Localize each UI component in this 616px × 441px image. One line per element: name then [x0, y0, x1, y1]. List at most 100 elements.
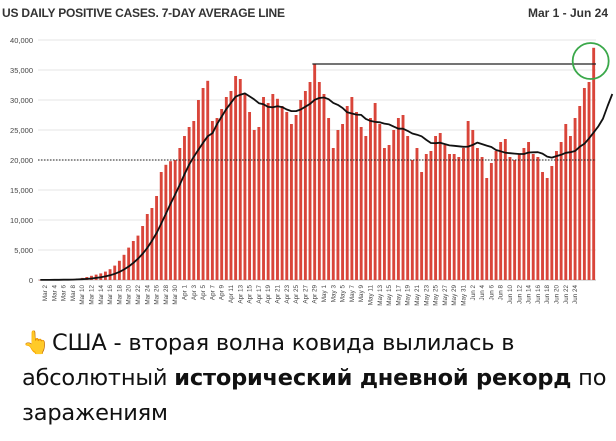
bar — [424, 154, 428, 280]
bar — [401, 115, 405, 280]
x-tick-label: Mar 18 — [116, 285, 123, 305]
y-tick-label: 0 — [29, 276, 33, 285]
x-tick-label: Apr 5 — [200, 285, 207, 301]
x-tick-label: May 11 — [368, 285, 375, 306]
x-tick-label: Jun 10 — [507, 285, 514, 304]
average-line — [40, 92, 614, 281]
x-tick-label: May 3 — [330, 285, 337, 303]
bar — [308, 82, 312, 280]
bar — [220, 109, 224, 280]
y-tick-label: 30,000 — [10, 96, 33, 105]
bar — [508, 157, 512, 280]
x-tick-label: Apr 17 — [256, 285, 263, 304]
x-tick-label: Mar 24 — [144, 285, 151, 305]
bar — [434, 136, 438, 280]
bar — [150, 208, 154, 280]
x-tick-label: May 7 — [349, 285, 356, 303]
x-tick-label: Mar 28 — [163, 285, 170, 305]
x-tick-label: Mar 2 — [42, 285, 49, 302]
x-tick-label: May 29 — [451, 285, 458, 306]
x-tick-label: Mar 12 — [89, 285, 96, 305]
x-tick-label: May 21 — [414, 285, 421, 306]
bar — [517, 154, 521, 280]
bar — [369, 118, 372, 280]
bar — [122, 254, 126, 280]
bar — [578, 106, 582, 280]
bar — [499, 142, 503, 280]
y-tick-label: 5,000 — [14, 246, 33, 255]
bar-chart: 0 5,000 10,000 15,000 20,000 25,000 30,000 35,0… — [10, 36, 614, 306]
bar — [410, 160, 414, 280]
bar — [345, 106, 349, 280]
bar — [224, 97, 228, 280]
bar — [322, 94, 326, 280]
bar — [513, 160, 517, 280]
chart-title: US DAILY POSITIVE CASES. 7-DAY AVERAGE L… — [2, 6, 285, 20]
bar — [592, 47, 596, 280]
bar — [396, 118, 400, 280]
x-tick-label: May 9 — [358, 285, 365, 303]
bar — [536, 157, 540, 280]
bar — [457, 157, 461, 280]
bar — [243, 94, 247, 280]
bar — [299, 100, 303, 280]
x-tick-label: Jun 4 — [479, 285, 486, 301]
x-tick-label: Mar 16 — [107, 285, 114, 305]
bar — [178, 148, 182, 280]
bar — [541, 172, 544, 280]
x-tick-label: Mar 22 — [135, 285, 142, 305]
bar — [113, 265, 117, 280]
x-tick-label: Mar 30 — [172, 285, 179, 305]
x-tick-label: Apr 25 — [293, 285, 300, 304]
bar — [438, 133, 442, 280]
bar — [485, 178, 489, 280]
bar — [252, 130, 256, 280]
highlight-circle — [571, 42, 610, 80]
bar — [210, 121, 214, 280]
x-tick-label: May 31 — [461, 285, 468, 306]
y-tick-label: 40,000 — [10, 36, 33, 45]
bar — [373, 103, 377, 280]
bar — [201, 88, 205, 280]
x-tick-label: Jun 6 — [488, 285, 495, 301]
bar — [443, 145, 447, 280]
x-tick-label: Mar 8 — [70, 285, 77, 302]
y-tick-label: 10,000 — [10, 216, 33, 225]
bar — [159, 172, 163, 280]
x-tick-label: Mar 14 — [98, 285, 105, 305]
bar — [164, 164, 168, 280]
x-tick-label: May 27 — [442, 285, 449, 306]
caption-text: США - вторая волна ковида вылилась в абс… — [22, 330, 515, 391]
x-tick-label: Apr 7 — [209, 285, 216, 301]
bar — [234, 76, 238, 280]
x-tick-label: May 25 — [433, 285, 440, 306]
x-tick-label: May 13 — [377, 285, 384, 306]
x-tick-label: May 17 — [395, 285, 402, 306]
x-tick-label: Apr 1 — [182, 285, 189, 301]
bar — [257, 127, 261, 280]
x-tick-label: Apr 13 — [237, 285, 244, 304]
bar — [527, 142, 531, 280]
bar — [429, 151, 433, 280]
x-tick-label: Apr 9 — [219, 285, 226, 301]
bar — [550, 166, 554, 280]
y-tick-label: 25,000 — [10, 126, 33, 135]
bar — [289, 124, 293, 280]
bar — [564, 124, 568, 280]
bar — [387, 145, 391, 280]
bar — [420, 172, 424, 280]
bar — [238, 79, 242, 280]
bar — [187, 127, 191, 280]
bar — [266, 103, 270, 280]
bar — [415, 148, 419, 280]
x-tick-label: Apr 21 — [275, 285, 282, 304]
bar — [545, 178, 549, 280]
x-tick-label: Jun 18 — [544, 285, 551, 304]
bar — [262, 97, 265, 280]
caption: 👆США - вторая волна ковида вылилась в аб… — [22, 326, 614, 431]
x-tick-label: May 1 — [321, 285, 328, 303]
x-tick-label: Apr 29 — [312, 285, 319, 304]
bar — [336, 130, 340, 280]
x-tick-label: Jun 24 — [572, 285, 579, 304]
bar — [522, 148, 526, 280]
